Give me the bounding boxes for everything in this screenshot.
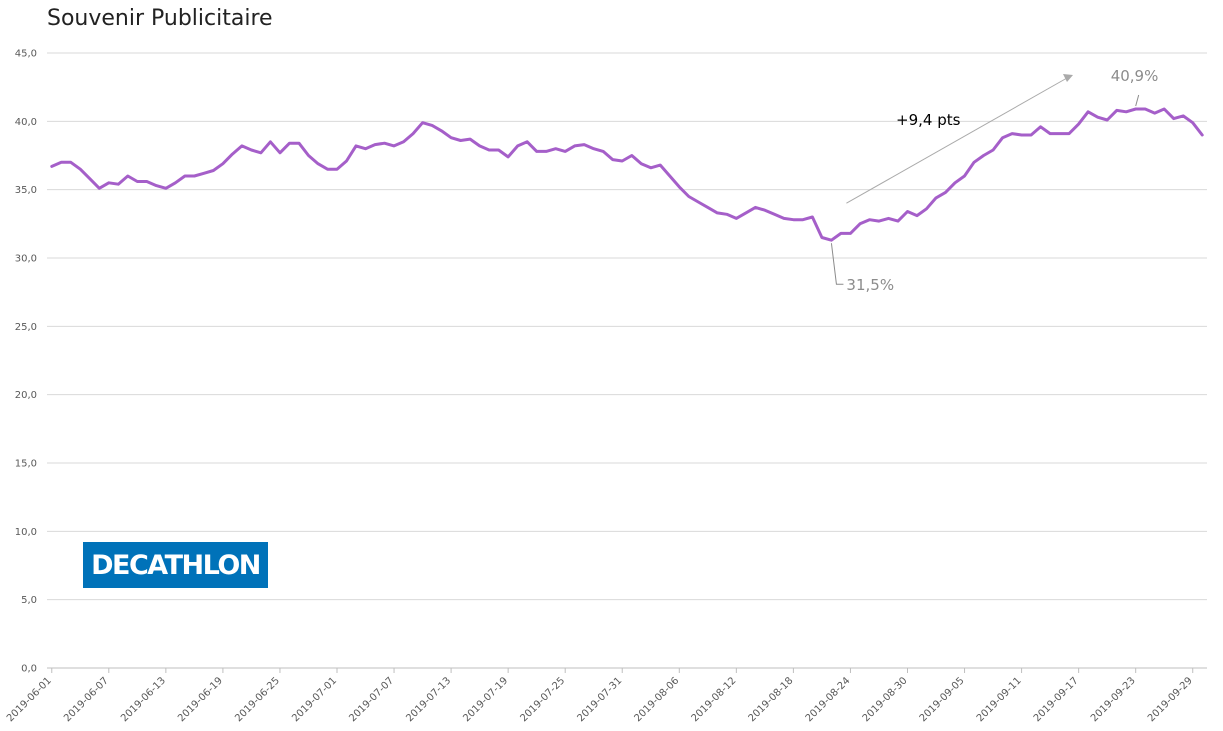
y-tick-label: 40,0 <box>15 117 37 128</box>
delta-label: +9,4 pts <box>896 111 961 129</box>
min-label: 31,5% <box>846 276 894 294</box>
x-tick-label: 2019-09-11 <box>975 675 1024 724</box>
y-tick-label: 15,0 <box>15 459 37 470</box>
x-tick-label: 2019-07-01 <box>290 675 339 724</box>
y-tick-label: 20,0 <box>15 390 37 401</box>
x-tick-label: 2019-06-07 <box>62 675 111 724</box>
x-tick-label: 2019-06-01 <box>5 675 54 724</box>
x-tick-label: 2019-08-30 <box>861 675 910 724</box>
x-tick-label: 2019-07-13 <box>404 675 453 724</box>
y-tick-label: 10,0 <box>15 527 37 538</box>
y-tick-label: 35,0 <box>15 185 37 196</box>
y-tick-label: 5,0 <box>21 595 37 606</box>
x-tick-label: 2019-07-31 <box>575 675 624 724</box>
y-tick-label: 0,0 <box>21 664 37 675</box>
delta-arrow-line <box>846 77 1068 204</box>
delta-arrowhead <box>1063 74 1073 82</box>
x-tick-label: 2019-06-19 <box>176 675 225 724</box>
x-tick-label: 2019-09-05 <box>918 675 967 724</box>
y-tick-label: 30,0 <box>15 254 37 265</box>
x-tick-label: 2019-08-18 <box>747 675 796 724</box>
y-tick-label: 25,0 <box>15 322 37 333</box>
x-tick-label: 2019-08-24 <box>804 675 853 724</box>
min-leader-line <box>830 243 844 285</box>
series-line <box>50 107 1204 242</box>
x-tick-label: 2019-07-19 <box>461 675 510 724</box>
x-tick-label: 2019-09-17 <box>1032 675 1081 724</box>
decathlon-logo: DECATHLON <box>83 542 268 588</box>
x-tick-label: 2019-09-23 <box>1089 675 1138 724</box>
y-tick-label: 45,0 <box>15 49 37 60</box>
x-tick-label: 2019-09-29 <box>1146 675 1195 724</box>
x-tick-label: 2019-07-07 <box>347 675 396 724</box>
x-tick-label: 2019-08-12 <box>690 675 739 724</box>
x-tick-label: 2019-07-25 <box>518 675 567 724</box>
x-tick-label: 2019-06-25 <box>233 675 282 724</box>
max-label: 40,9% <box>1111 67 1159 85</box>
max-leader-line <box>1135 94 1140 107</box>
chart-title: Souvenir Publicitaire <box>47 6 273 31</box>
x-tick-label: 2019-06-13 <box>119 675 168 724</box>
x-tick-label: 2019-08-06 <box>633 675 682 724</box>
